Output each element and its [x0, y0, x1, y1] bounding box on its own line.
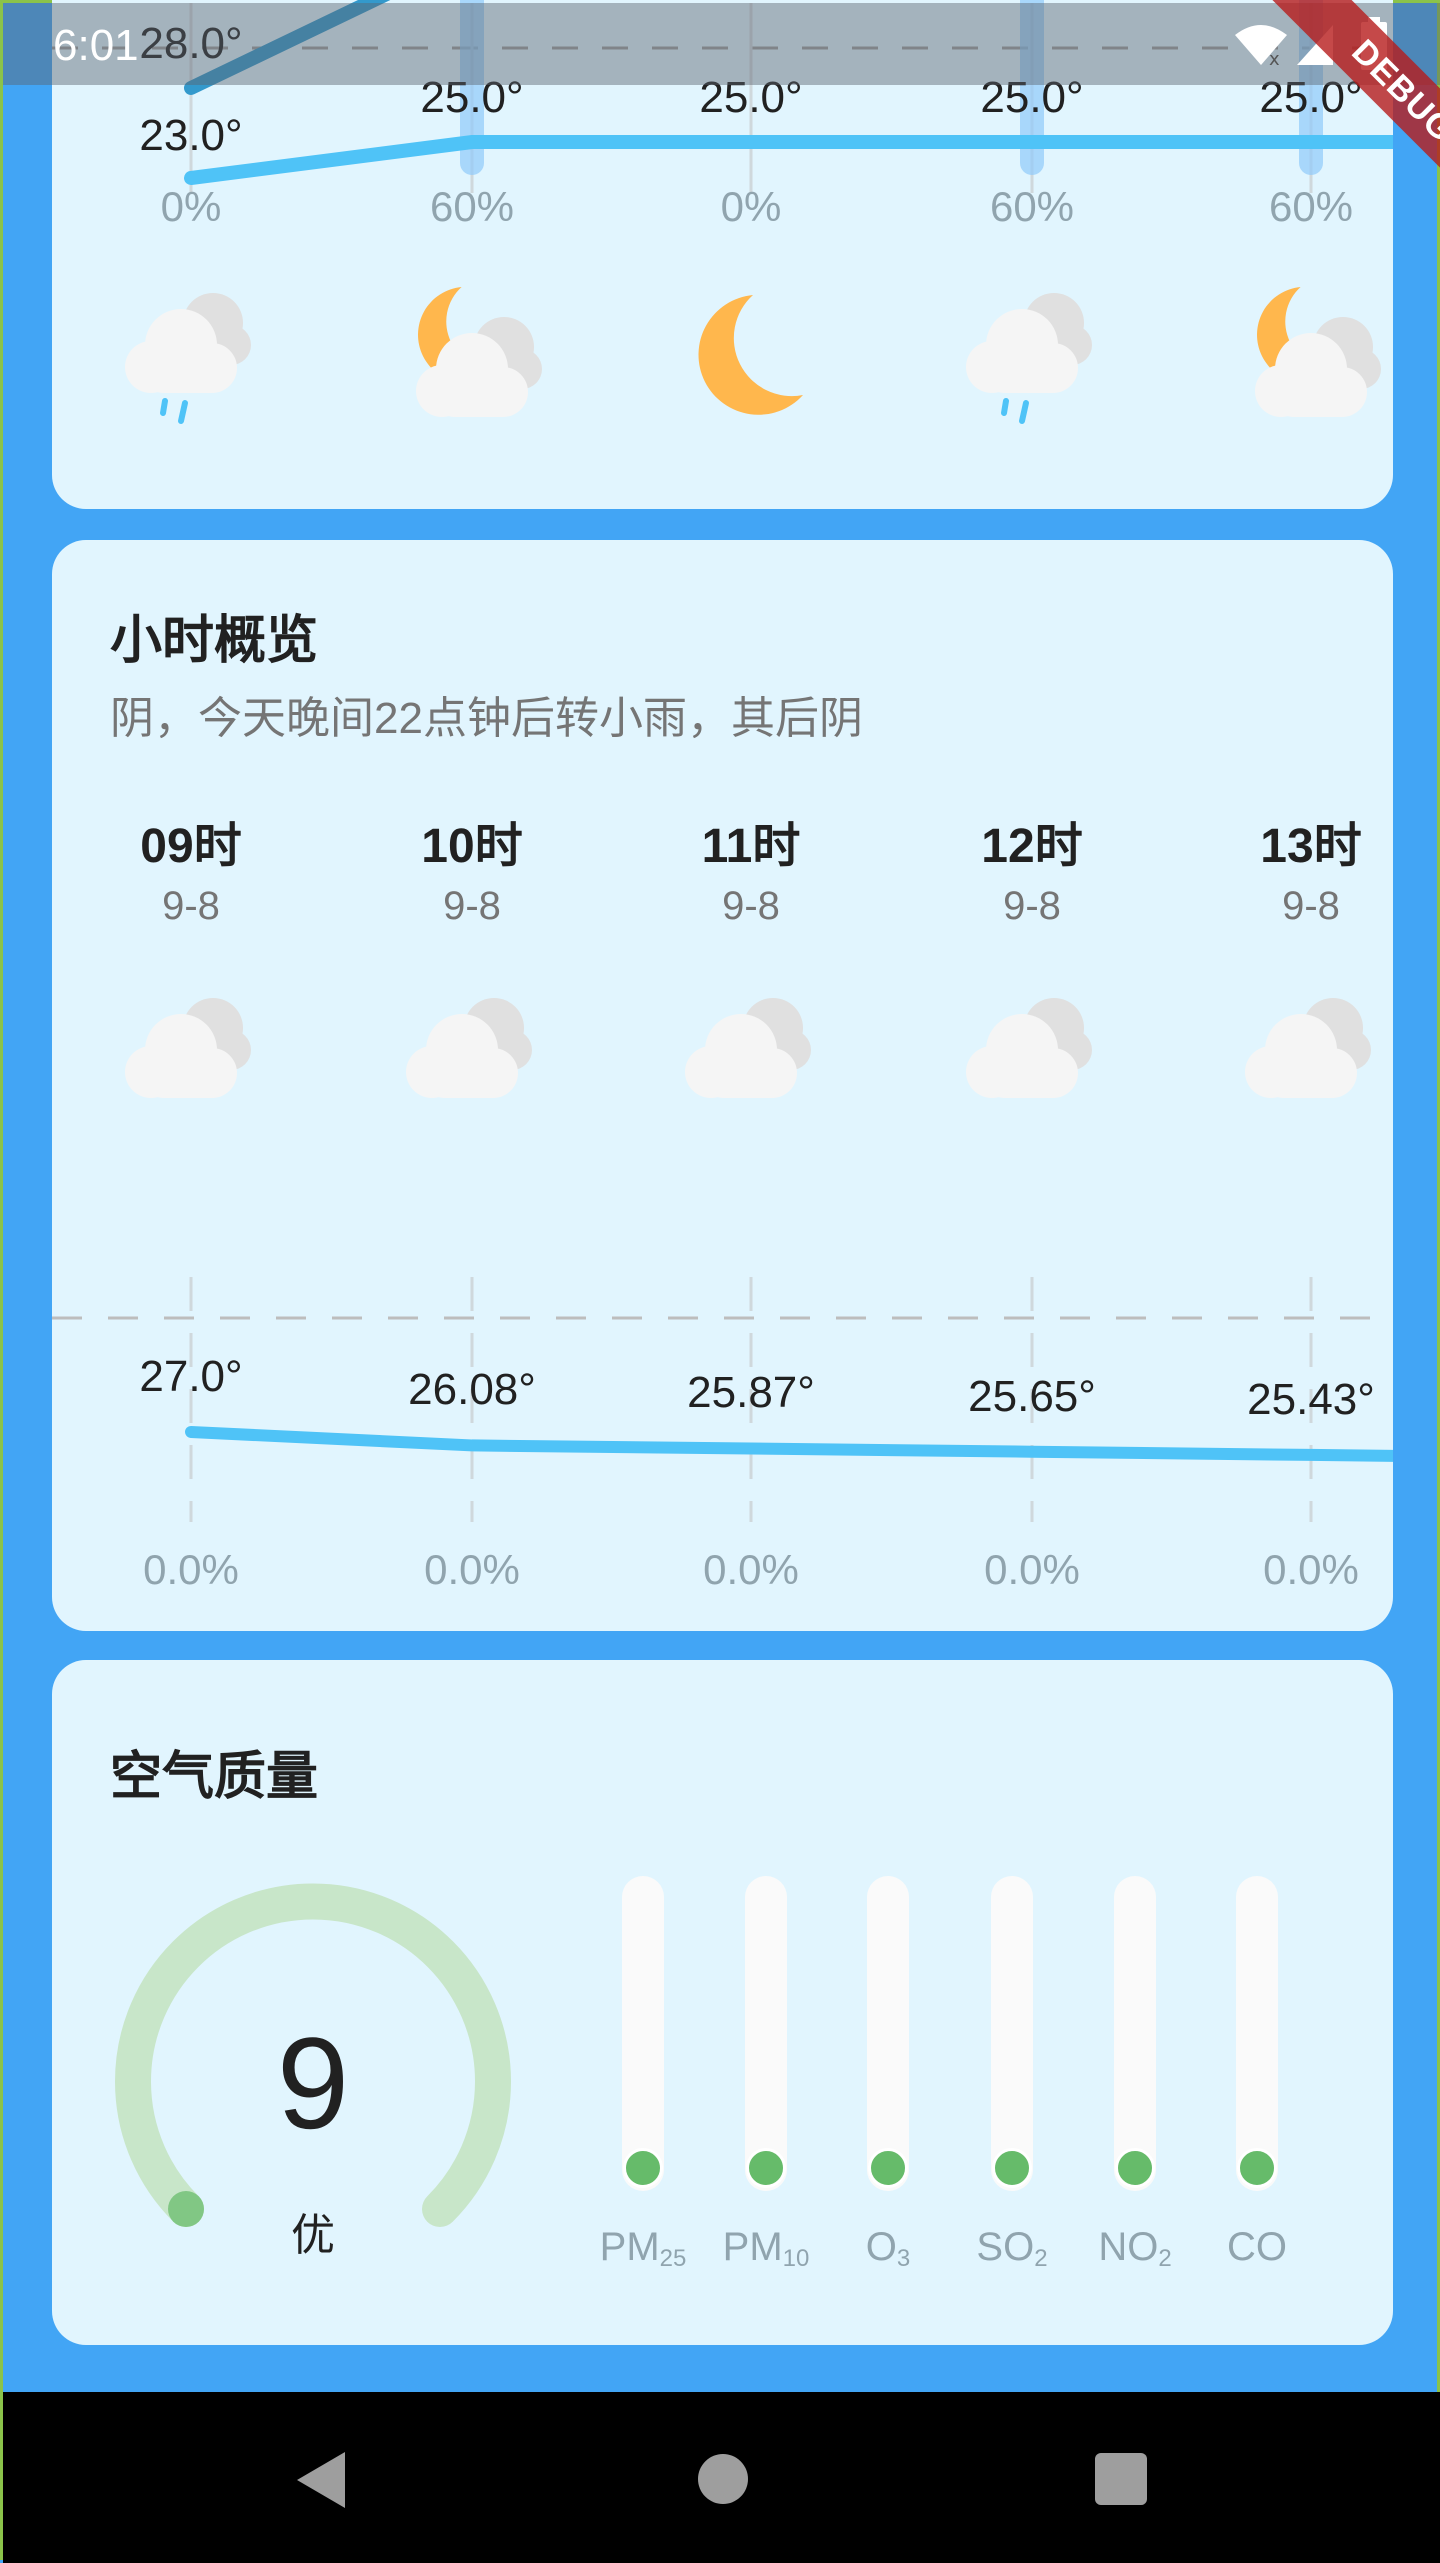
hour-label: 12时 [981, 820, 1083, 873]
daily-precip-label: 60% [1268, 183, 1354, 230]
daily-temperature-chart [52, 0, 1393, 424]
aqi-gauge [115, 1883, 511, 2227]
hour-date: 9-8 [1003, 884, 1061, 928]
hourly-title: 小时概览 [110, 612, 319, 670]
recents-button[interactable] [1095, 2453, 1147, 2505]
rain-cloud-icon [125, 293, 251, 424]
pollutant-bar [867, 1876, 909, 2191]
hourly-temp-label: 25.87° [687, 1368, 815, 1418]
pollutant-bar [1236, 1876, 1278, 2191]
daily-low-label: 25.0° [420, 73, 524, 122]
pollutant-label: NO2 [1098, 2225, 1171, 2273]
hourly-overview-card: 小时概览 阴，今天晚间22点钟后转小雨，其后阴 09时 10时 11时 12时 13时 9… [52, 540, 1393, 1631]
hourly-precip-label: 0.0% [424, 1546, 520, 1593]
pollutant-bar [1114, 1876, 1156, 2191]
pollutant-name: NO [1098, 2225, 1159, 2269]
pollutant-level-dot [992, 2148, 1032, 2188]
status-time: 6:01 [53, 21, 139, 70]
navigation-bar [3, 2392, 1440, 2563]
daily-forecast-card: 28.0° 23.0° 25.0° 25.0° 25.0° 25.0° 0% 60% 0% 60%… [52, 0, 1393, 509]
pollutant-name: PM [599, 2225, 660, 2269]
daily-precip-label: 60% [989, 183, 1075, 230]
pollutant-bar [991, 1876, 1033, 2191]
pollutant-level-dot [1237, 2148, 1277, 2188]
pollutant-bar [745, 1876, 787, 2191]
pollutant-level-dot [868, 2148, 908, 2188]
pollutant-label: PM10 [723, 2225, 810, 2273]
air-quality-card: 空气质量 [52, 1660, 1393, 2345]
hourly-precip-label: 0.0% [703, 1546, 799, 1593]
pollutant-subscript: 2 [1158, 2245, 1172, 2272]
hourly-temperature-chart [52, 998, 1393, 1522]
hour-label: 11时 [701, 820, 801, 873]
daily-low-label: 23.0° [139, 111, 243, 160]
aqi-gauge-value-dot [168, 2191, 204, 2227]
daily-low-label: 25.0° [699, 73, 803, 122]
daily-low-label: 25.0° [1259, 73, 1363, 122]
pollutant-label: O3 [866, 2225, 910, 2273]
air-quality-title: 空气质量 [110, 1748, 319, 1806]
pollutant-subscript: 25 [659, 2245, 687, 2272]
hourly-temp-label: 25.65° [968, 1371, 1096, 1421]
daily-precip-label: 0% [720, 183, 782, 230]
hourly-temp-label: 26.08° [408, 1365, 536, 1415]
pollutant-label: SO2 [976, 2225, 1047, 2273]
pollutant-level-dot [1115, 2148, 1155, 2188]
hour-date: 9-8 [722, 884, 780, 928]
wifi-off-icon: x [1235, 25, 1287, 67]
pollutant-name: SO [976, 2225, 1035, 2269]
hourly-precip-label: 0.0% [143, 1546, 239, 1593]
daily-precip-label: 60% [429, 183, 515, 230]
hourly-temp-line [185, 1426, 1393, 1462]
status-bar: 6:01 x [3, 3, 1440, 85]
pollutant-bar [622, 1876, 664, 2191]
hourly-summary: 阴，今天晚间22点钟后转小雨，其后阴 [110, 694, 863, 743]
aqi-level: 优 [291, 2211, 335, 2260]
hourly-temp-label: 27.0° [139, 1352, 243, 1401]
pollutant-name: PM [722, 2225, 783, 2269]
svg-text:x: x [1269, 49, 1280, 67]
precip-bar [1020, 0, 1044, 175]
pollutant-subscript: 2 [1034, 2245, 1048, 2272]
pollutant-name: CO [1227, 2225, 1287, 2269]
hour-label: 13时 [1260, 820, 1362, 873]
pollutant-subscript: 10 [782, 2245, 810, 2272]
pollutant-label: PM25 [600, 2225, 687, 2273]
aqi-value: 9 [276, 2010, 350, 2156]
daily-low-line [184, 135, 1393, 185]
hourly-precip-label: 0.0% [1263, 1546, 1359, 1593]
pollutant-subscript: 3 [896, 2245, 911, 2272]
hour-date: 9-8 [443, 884, 501, 928]
precip-bar [460, 0, 484, 175]
pollutant-level-dot [746, 2148, 786, 2188]
hour-date: 9-8 [1282, 884, 1340, 928]
aqi-gauge-track [115, 1883, 511, 2227]
pollutant-label: CO [1227, 2225, 1287, 2273]
daily-precip-label: 0% [160, 183, 222, 230]
hourly-temp-label: 25.43° [1247, 1374, 1375, 1424]
daily-high-label: 28.0° [139, 19, 243, 68]
hourly-precip-label: 0.0% [984, 1546, 1080, 1593]
pollutant-name: O [865, 2225, 897, 2269]
pollutant-level-dot [623, 2148, 663, 2188]
hour-date: 9-8 [162, 884, 220, 928]
back-button[interactable] [293, 2450, 349, 2510]
rain-cloud-icon [966, 293, 1092, 424]
hour-label: 09时 [140, 820, 242, 873]
home-button[interactable] [698, 2454, 748, 2504]
daily-low-label: 25.0° [980, 73, 1084, 122]
hour-label: 10时 [421, 820, 523, 873]
